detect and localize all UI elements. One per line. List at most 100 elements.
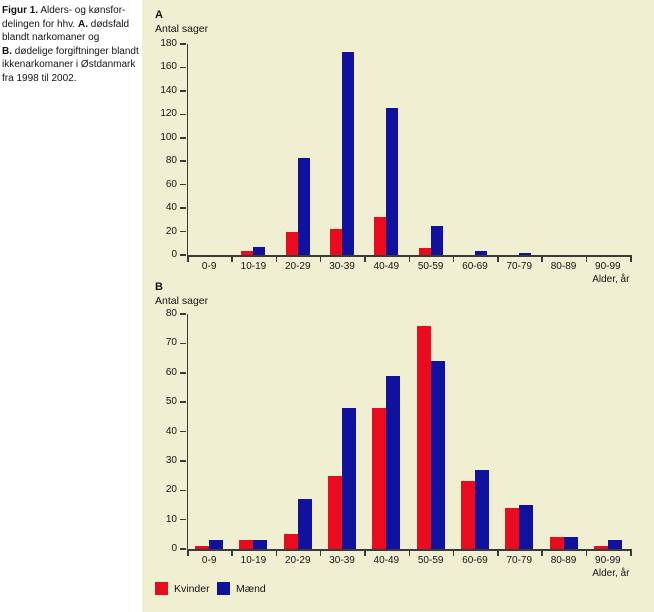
chart-b-xtick xyxy=(452,550,455,556)
bar-b-kvinder-10-19 xyxy=(239,540,254,549)
chart-b-ytick xyxy=(180,489,186,491)
chart-a-category-label: 30-39 xyxy=(329,261,355,272)
legend-swatch-kvinder xyxy=(155,582,168,595)
chart-a-ytick xyxy=(180,43,186,45)
bar-b-maend-50-59 xyxy=(430,361,445,549)
chart-a-ylabel: Antal sager xyxy=(155,23,209,35)
chart-b-xtick xyxy=(585,550,588,556)
chart-b-ytick xyxy=(180,548,186,550)
chart-a-ytick xyxy=(180,90,186,92)
chart-b-category-label: 60-69 xyxy=(462,555,488,566)
bar-b-kvinder-40-49 xyxy=(372,408,387,549)
chart-a-ytick-label: 180 xyxy=(160,38,177,49)
chart-a-xtick xyxy=(452,256,455,262)
chart-b-category-label: 40-49 xyxy=(373,555,400,566)
bar-b-kvinder-20-29 xyxy=(283,534,298,549)
legend-label-kvinder: Kvinder xyxy=(174,582,210,595)
chart-a-xlabel: Alder, år xyxy=(592,274,630,285)
figure-caption: Figur 1. Alders- og kønsfor- delingen fo… xyxy=(2,4,140,85)
chart-b-xtick xyxy=(187,550,189,556)
caption-line3: blandt narkomaner og xyxy=(2,32,100,43)
chart-b-ytick-label: 30 xyxy=(165,454,177,466)
chart-b-ytick xyxy=(180,401,186,403)
bar-b-kvinder-0-9 xyxy=(195,546,210,549)
bar-b-maend-0-9 xyxy=(209,540,224,549)
caption-b-label: B. xyxy=(2,45,12,57)
chart-a-xtick xyxy=(319,256,322,262)
chart-b-ytick-label: 60 xyxy=(165,366,177,378)
bar-b-kvinder-60-69 xyxy=(460,481,475,549)
chart-a-ytick-label: 60 xyxy=(165,178,177,190)
chart-b-xtick xyxy=(497,550,499,556)
chart-b-title: B xyxy=(155,281,163,293)
chart-b-xtick xyxy=(275,550,278,556)
bar-b-maend-80-89 xyxy=(563,537,578,549)
chart-a-xtick xyxy=(585,256,588,262)
chart-a-xtick xyxy=(364,256,366,262)
chart-b-xlabel: Alder, år xyxy=(592,568,630,579)
chart-a-ytick xyxy=(180,207,186,209)
chart-b-ytick-label: 10 xyxy=(165,513,177,525)
chart-b-category-label: 30-39 xyxy=(329,555,355,566)
chart-a-category-label: 50-59 xyxy=(417,261,444,272)
chart-a-yaxis xyxy=(187,44,188,255)
bar-b-maend-20-29 xyxy=(297,499,312,549)
chart-a-xtick xyxy=(408,256,410,262)
bar-a-kvinder-50-59 xyxy=(418,247,431,255)
chart-b-category-label: 50-59 xyxy=(417,555,444,566)
bar-a-maend-10-19 xyxy=(253,246,266,255)
bar-b-kvinder-80-89 xyxy=(549,537,564,549)
chart-b-xtick xyxy=(630,550,632,556)
chart-a-xtick xyxy=(541,256,543,262)
chart-b-category-label: 80-89 xyxy=(550,555,577,566)
caption-figur-label: Figur 1. xyxy=(2,5,39,16)
bar-b-maend-90-99 xyxy=(607,540,622,549)
chart-b-category-label: 10-19 xyxy=(240,555,267,566)
legend-item-kvinder: Kvinder xyxy=(155,582,210,595)
chart-a-ytick xyxy=(180,230,186,233)
chart-a-ytick-label: 80 xyxy=(165,155,177,167)
chart-a-xtick xyxy=(497,256,499,262)
chart-a-xtick xyxy=(630,256,632,262)
chart-a-xaxis xyxy=(187,255,632,257)
chart-b-category-label: 90-99 xyxy=(595,555,621,566)
bar-b-maend-40-49 xyxy=(386,375,401,549)
chart-a-category-label: 0-9 xyxy=(201,261,217,272)
chart-b-category-label: 70-79 xyxy=(506,555,533,566)
legend-label-maend: Mænd xyxy=(236,582,266,595)
caption-line1: Alders- og kønsfor- xyxy=(38,5,126,16)
bar-b-maend-70-79 xyxy=(519,504,534,549)
chart-b-xaxis xyxy=(187,549,632,551)
chart-a-xtick xyxy=(187,256,189,262)
bar-a-maend-40-49 xyxy=(386,108,399,255)
bar-a-kvinder-20-29 xyxy=(285,231,298,255)
bar-b-kvinder-30-39 xyxy=(328,475,343,549)
chart-b-category-label: 0-9 xyxy=(201,555,217,566)
chart-b-ytick xyxy=(180,342,186,345)
chart-a-ytick-label: 100 xyxy=(160,131,177,143)
chart-a-category-label: 10-19 xyxy=(240,261,267,272)
caption-line4: dødelige forgiftninger blandt xyxy=(12,45,139,57)
chart-a-xtick xyxy=(231,256,233,262)
chart-a-category-label: 20-29 xyxy=(284,261,311,272)
legend-item-maend: Mænd xyxy=(217,582,266,595)
chart-b-yaxis xyxy=(187,314,188,549)
chart-b-ytick xyxy=(180,518,186,521)
chart-b-category-label: 20-29 xyxy=(284,555,311,566)
chart-b-xtick xyxy=(408,550,410,556)
chart-a-ytick xyxy=(180,160,186,162)
chart-b-ytick xyxy=(180,313,186,315)
chart-a-category-label: 40-49 xyxy=(373,261,400,272)
bar-b-kvinder-70-79 xyxy=(505,507,520,549)
bar-a-maend-50-59 xyxy=(430,225,443,255)
bar-b-maend-30-39 xyxy=(342,408,357,549)
chart-a-ytick xyxy=(180,113,186,116)
chart-a-category-label: 60-69 xyxy=(462,261,488,272)
chart-panel: Kvinder Mænd A Antal sager 0 20 40 60 80 100 120… xyxy=(142,0,654,612)
bar-a-kvinder-10-19 xyxy=(241,251,254,255)
chart-b-xtick xyxy=(231,550,233,556)
chart-b-ylabel: Antal sager xyxy=(155,295,209,307)
chart-a-ytick xyxy=(180,137,186,139)
chart-a-ytick-label: 160 xyxy=(160,61,177,73)
bar-a-maend-30-39 xyxy=(342,52,355,255)
